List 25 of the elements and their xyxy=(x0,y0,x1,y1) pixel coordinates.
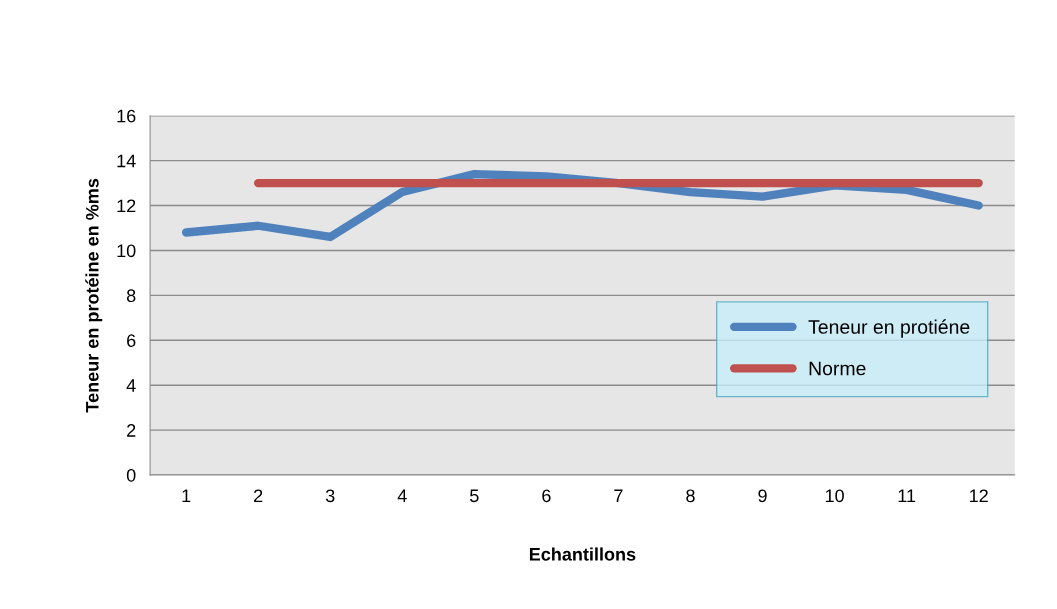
x-axis-title: Echantillons xyxy=(529,547,636,561)
y-tick-label: 8 xyxy=(126,289,136,303)
y-axis-title: Teneur en protéine en %ms xyxy=(85,178,103,413)
x-tick-label: 1 xyxy=(182,489,191,502)
legend-label: Norme xyxy=(809,361,866,376)
x-tick-label: 11 xyxy=(898,489,916,502)
x-tick-label: 12 xyxy=(970,489,988,502)
y-tick-label: 0 xyxy=(126,468,136,482)
x-tick-label: 8 xyxy=(686,489,695,503)
legend-label: Teneur en protiéne xyxy=(808,319,970,338)
y-tick-label: 12 xyxy=(117,199,136,213)
y-tick-label: 6 xyxy=(127,334,136,347)
x-tick-label: 6 xyxy=(542,489,551,503)
x-tick-label: 2 xyxy=(254,489,263,502)
y-tick-label: 4 xyxy=(126,379,136,392)
x-tick-label: 10 xyxy=(825,489,844,503)
x-tick-label: 7 xyxy=(614,489,623,502)
y-tick-label: 10 xyxy=(117,244,136,258)
x-tick-label: 5 xyxy=(470,489,479,503)
x-tick-label: 3 xyxy=(325,489,335,503)
y-tick-label: 2 xyxy=(127,424,136,437)
y-tick-label: 16 xyxy=(117,109,136,123)
x-tick-label: 4 xyxy=(397,489,407,502)
y-tick-label: 14 xyxy=(117,154,136,168)
x-tick-label: 9 xyxy=(758,489,767,503)
